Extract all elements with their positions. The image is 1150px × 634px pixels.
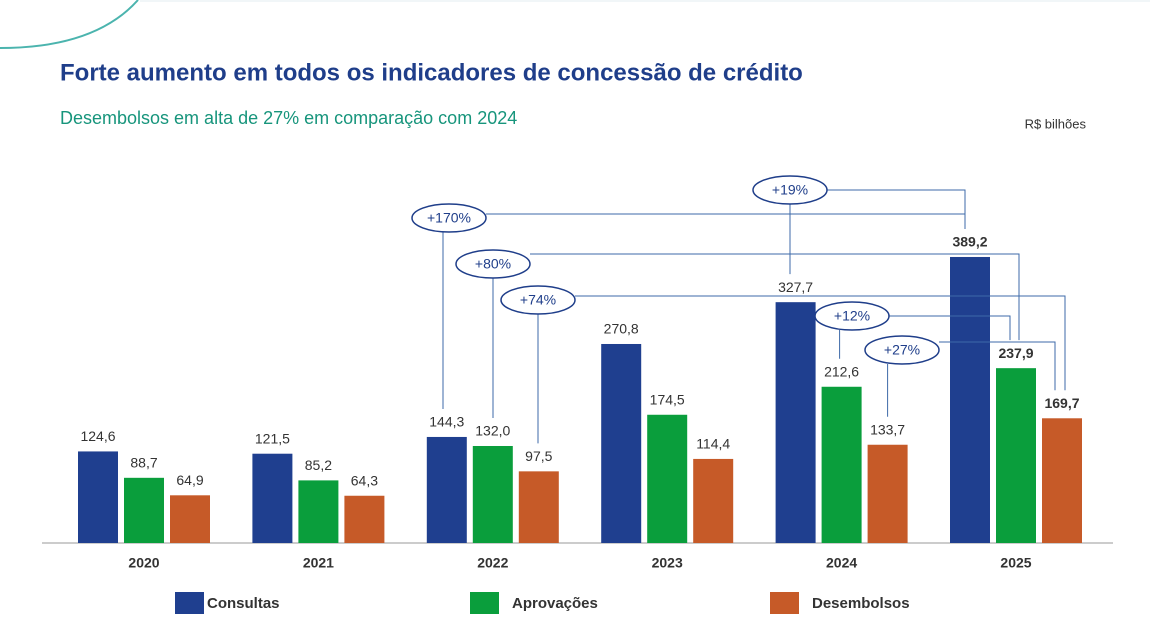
x-tick-label: 2020: [128, 555, 159, 571]
bar: [693, 458, 734, 543]
annotation: +74%: [520, 292, 556, 308]
value-label: 133,7: [870, 421, 905, 437]
bar: [344, 495, 385, 543]
chart-title: Forte aumento em todos os indicadores de…: [60, 59, 803, 86]
bar: [518, 471, 559, 543]
value-label: 124,6: [80, 428, 115, 444]
value-label: 389,2: [952, 234, 987, 250]
value-label: 64,3: [351, 472, 378, 488]
annotation-bubble: [455, 249, 531, 279]
annotation: +19%: [772, 182, 808, 198]
chart-subtitle: Desembolsos em alta de 27% em comparação…: [60, 108, 517, 128]
bar: [426, 436, 467, 543]
x-tick-label: 2021: [303, 555, 334, 571]
x-tick-label: 2023: [652, 555, 683, 571]
bar: [78, 451, 118, 543]
bar: [821, 386, 862, 543]
x-tick-label: 2022: [477, 555, 508, 571]
bar: [647, 414, 688, 543]
bar: [996, 368, 1036, 543]
annotation: +170%: [427, 210, 471, 226]
value-label: 64,9: [176, 472, 203, 488]
x-tick-label: 2024: [826, 555, 857, 571]
annotation-bubble: [814, 301, 890, 331]
legend-swatch: [770, 592, 799, 614]
annotation: +27%: [884, 342, 920, 358]
bar: [124, 477, 164, 543]
bar: [950, 256, 990, 543]
bar: [1042, 418, 1082, 543]
legend-swatch: [470, 592, 499, 614]
legend-label: Desembolsos: [812, 595, 910, 612]
annotation-bubble: [500, 285, 576, 315]
value-label: 85,2: [305, 457, 332, 473]
value-label: 270,8: [604, 321, 639, 337]
value-label: 114,4: [696, 436, 730, 452]
connector: [486, 213, 966, 229]
connector: [939, 341, 1056, 391]
bar: [775, 302, 816, 543]
bar: [601, 343, 642, 543]
value-label: 237,9: [998, 345, 1033, 361]
connector: [889, 315, 1011, 341]
annotation-bubble: [864, 335, 940, 365]
connector: [530, 253, 1020, 341]
bar: [298, 480, 339, 543]
legend-label: Aprovações: [512, 595, 598, 612]
value-label: 97,5: [525, 448, 552, 464]
connector: [575, 295, 1066, 391]
value-label: 144,3: [429, 414, 464, 430]
unit-label: R$ bilhões: [1025, 116, 1087, 131]
annotation: +12%: [834, 308, 870, 324]
value-label: 132,0: [475, 423, 510, 439]
legend-label: Consultas: [207, 595, 280, 612]
bar: [472, 445, 513, 543]
value-label: 174,5: [650, 391, 685, 407]
value-label: 212,6: [824, 363, 859, 379]
value-label: 169,7: [1044, 395, 1079, 411]
value-label: 121,5: [255, 430, 290, 446]
connector: [827, 189, 966, 229]
annotation-bubble: [411, 203, 487, 233]
legend-swatch: [175, 592, 204, 614]
bar: [170, 495, 210, 543]
value-label: 327,7: [778, 279, 813, 295]
bar: [867, 444, 908, 543]
bar: [252, 453, 293, 543]
value-label: 88,7: [130, 455, 157, 471]
annotation: +80%: [475, 256, 511, 272]
decor-arc: [0, 0, 139, 49]
x-tick-label: 2025: [1000, 555, 1031, 571]
annotation-bubble: [752, 175, 828, 205]
